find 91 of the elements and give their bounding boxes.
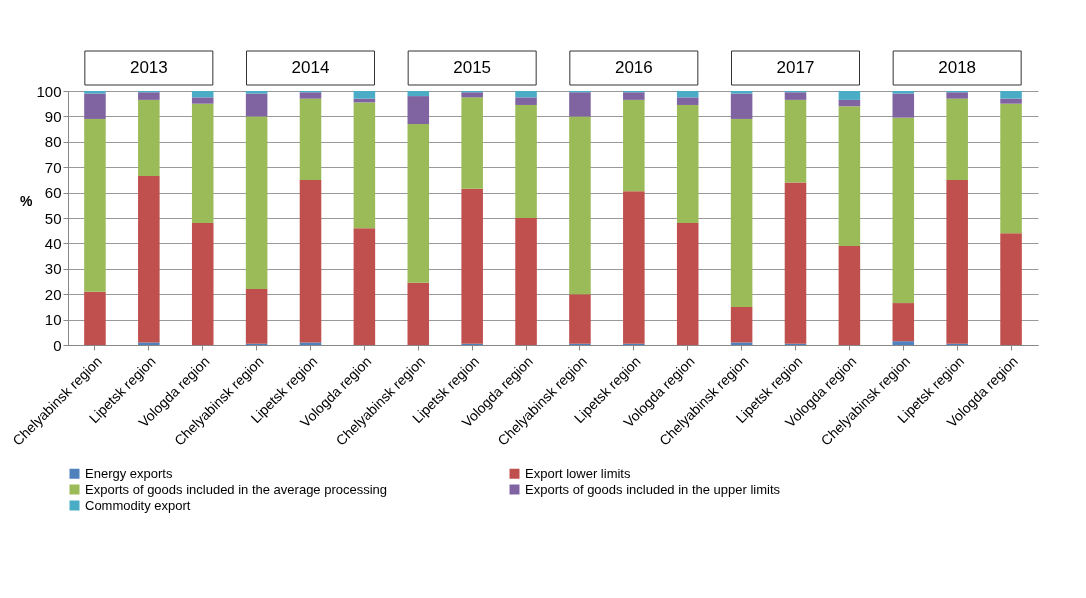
- bar: [946, 179, 968, 344]
- bar: [623, 99, 645, 192]
- bar: [84, 93, 106, 119]
- bar: [138, 342, 160, 345]
- text: 2016: [614, 58, 653, 77]
- bar: [191, 97, 214, 104]
- legend-label: Export lower limits: [525, 465, 631, 481]
- bar: [407, 124, 430, 283]
- y-tick-label: 60: [44, 184, 62, 202]
- bar: [892, 93, 915, 118]
- bar: [461, 188, 483, 344]
- legend-label: Commodity export: [85, 497, 191, 513]
- text: 2017: [776, 58, 815, 77]
- bar: [138, 92, 160, 100]
- bar: [1000, 233, 1022, 345]
- bar: [623, 92, 645, 100]
- text: 2018: [938, 58, 977, 77]
- bar: [676, 104, 699, 224]
- bar: [784, 99, 807, 183]
- bar: [1000, 103, 1022, 234]
- y-tick-label: 70: [44, 158, 62, 176]
- bar: [946, 98, 968, 180]
- bar: [623, 191, 645, 344]
- bar: [784, 92, 807, 100]
- bar: [1000, 98, 1022, 104]
- bar: [461, 92, 483, 98]
- bar: [946, 92, 968, 99]
- bar: [245, 289, 268, 344]
- bar: [838, 106, 861, 246]
- bar: [676, 91, 699, 98]
- bar: [245, 93, 268, 117]
- bar: [84, 291, 106, 345]
- bar: [407, 96, 430, 125]
- bar: [838, 99, 861, 107]
- bar: [299, 179, 322, 343]
- bar: [299, 92, 322, 99]
- bar: [730, 306, 753, 343]
- y-tick-label: 30: [44, 260, 62, 278]
- bar: [676, 223, 699, 345]
- y-tick-label: 90: [44, 107, 62, 125]
- bar: [892, 303, 915, 342]
- text: 2013: [129, 58, 168, 77]
- y-tick-label: 80: [44, 133, 62, 151]
- bar: [730, 91, 753, 94]
- text: 2014: [291, 58, 330, 77]
- bar: [1000, 91, 1022, 99]
- y-tick-label: 50: [44, 209, 62, 227]
- bar: [191, 103, 214, 224]
- bar: [569, 294, 591, 344]
- bar: [676, 97, 699, 105]
- bar: [461, 97, 483, 189]
- bar: [84, 91, 106, 94]
- bar: [191, 91, 214, 98]
- bar: [838, 91, 861, 100]
- bar: [515, 97, 537, 105]
- bar: [407, 91, 430, 97]
- bar: [730, 118, 753, 307]
- bar: [515, 104, 537, 218]
- bar: [515, 91, 537, 98]
- bar: [299, 98, 322, 180]
- bar: [353, 228, 376, 345]
- bar: [892, 117, 915, 304]
- bar: [730, 342, 753, 345]
- y-tick-label: 100: [36, 82, 62, 100]
- y-tick-label: 10: [44, 311, 62, 329]
- bar: [191, 223, 214, 345]
- bar: [138, 99, 160, 177]
- y-tick-label: 20: [44, 285, 62, 303]
- bar: [84, 118, 106, 292]
- legend-label: Exports of goods included in the average processing: [85, 481, 388, 497]
- bar: [353, 102, 376, 229]
- bar: [784, 182, 807, 344]
- bar: [245, 116, 268, 290]
- bar: [569, 92, 591, 117]
- text: 2015: [453, 58, 492, 77]
- y-axis-title: %: [20, 192, 34, 209]
- bar: [892, 341, 915, 345]
- bar: [245, 91, 268, 94]
- legend-label: Energy exports: [85, 465, 173, 481]
- y-tick-label: 0: [53, 336, 62, 354]
- bar: [515, 218, 537, 345]
- bar: [353, 91, 376, 99]
- bar: [299, 342, 322, 345]
- bar: [138, 176, 160, 343]
- bar: [892, 91, 915, 94]
- legend-label: Exports of goods included in the upper limits: [525, 481, 781, 497]
- bar: [407, 282, 430, 345]
- y-tick-label: 40: [44, 234, 62, 252]
- bar: [838, 245, 861, 345]
- bar: [569, 116, 591, 295]
- bar: [730, 93, 753, 119]
